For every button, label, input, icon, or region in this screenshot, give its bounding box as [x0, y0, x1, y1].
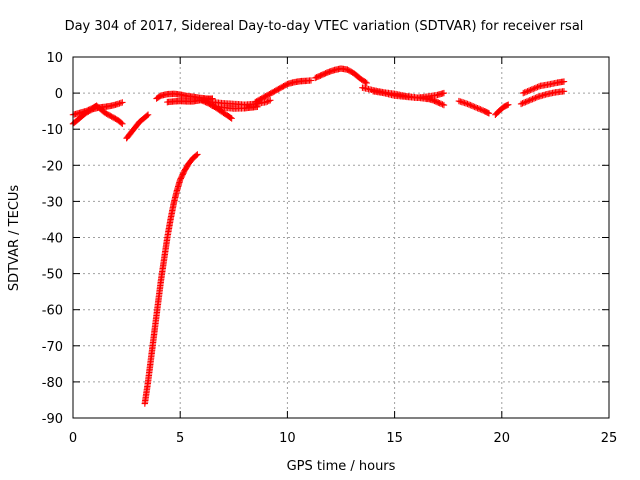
data-point	[505, 101, 512, 108]
data-point	[468, 102, 475, 109]
x-tick-label: 25	[601, 431, 618, 446]
x-axis-label: GPS time / hours	[287, 459, 396, 474]
data-point	[143, 112, 151, 119]
data-point	[560, 78, 568, 85]
series-arc-6	[198, 97, 235, 122]
data-point	[262, 98, 270, 106]
y-tick-label: -30	[42, 195, 63, 210]
chart-title: Day 304 of 2017, Sidereal Day-to-day VTE…	[65, 19, 584, 34]
data-point	[471, 103, 478, 111]
y-tick-label: -70	[42, 340, 63, 355]
series-arc-16	[520, 78, 568, 97]
data-point	[307, 77, 315, 84]
y-tick-label: -80	[42, 376, 63, 391]
data-point	[522, 98, 529, 106]
data-point	[436, 100, 443, 107]
data-point	[465, 101, 473, 108]
data-point	[532, 94, 539, 102]
data-point	[533, 94, 541, 101]
series-arc-18	[141, 151, 201, 407]
data-point	[534, 83, 541, 91]
data-point	[228, 115, 235, 122]
data-point	[470, 103, 477, 110]
data-point	[520, 89, 527, 97]
x-tick-label: 5	[176, 431, 184, 446]
y-tick-label: -40	[42, 232, 63, 247]
data-point	[464, 100, 471, 108]
x-tick-label: 20	[494, 431, 511, 446]
series-arc-14	[455, 97, 493, 117]
data-point	[529, 95, 536, 103]
data-point	[437, 100, 445, 108]
data-point	[267, 97, 274, 104]
data-point	[532, 84, 540, 91]
series-arc-13	[423, 95, 448, 109]
y-tick-label: -90	[42, 412, 63, 427]
y-tick-label: -10	[42, 123, 63, 138]
series-arc-3	[123, 111, 152, 142]
y-tick-label: -50	[42, 268, 63, 283]
data-point	[530, 95, 538, 102]
y-tick-label: -20	[42, 159, 63, 174]
data-point	[440, 89, 448, 97]
data-point	[227, 114, 234, 121]
data-point	[517, 100, 525, 108]
series-arc-15	[492, 101, 512, 118]
y-tick-label: 10	[46, 51, 63, 66]
y-axis-label: SDTVAR / TECUs	[7, 185, 22, 292]
data-point	[265, 97, 273, 105]
data-point	[439, 101, 446, 108]
data-point	[363, 79, 370, 87]
data-point	[194, 151, 201, 158]
data-point	[475, 105, 483, 112]
data-point	[440, 101, 448, 109]
data-point	[527, 86, 534, 94]
data-point	[520, 99, 528, 106]
data-point	[524, 88, 531, 95]
data-point	[531, 85, 538, 92]
data-point	[119, 99, 126, 106]
data-point	[523, 98, 531, 105]
data-point	[522, 88, 530, 96]
data-point	[477, 106, 484, 113]
data-point	[362, 78, 369, 86]
data-point	[144, 111, 152, 118]
data-point	[519, 100, 526, 107]
series-arc-10	[312, 65, 370, 87]
data-point	[560, 88, 568, 95]
data-point	[467, 101, 474, 109]
data-point	[474, 104, 481, 112]
data-point	[528, 86, 536, 93]
data-point	[435, 99, 442, 106]
data-point	[478, 106, 485, 114]
x-tick-label: 0	[69, 431, 77, 446]
axis-ticks: 0 5 10 15 20 25 10 0 -10 -20 -30 -40 -50 -60 -70 -80 -90	[42, 51, 618, 446]
data-point	[264, 98, 271, 105]
series-arc-9	[252, 77, 315, 106]
data-point	[254, 103, 261, 111]
series-arc-17	[517, 88, 568, 108]
grid-lines	[73, 57, 609, 418]
x-tick-label: 15	[386, 431, 403, 446]
data-point	[485, 110, 493, 117]
data-point	[525, 97, 532, 105]
series-arc-8	[209, 102, 261, 112]
series-arc-2	[69, 102, 126, 127]
data-point	[525, 87, 533, 94]
y-tick-label: -60	[42, 304, 63, 319]
data-point	[118, 119, 125, 127]
data-point	[472, 104, 480, 111]
data-point	[526, 97, 533, 104]
data-point	[119, 120, 126, 127]
y-tick-label: 0	[55, 87, 63, 102]
data-point	[527, 96, 535, 103]
plot-area	[69, 65, 568, 407]
data-point	[535, 83, 543, 90]
data-point	[193, 152, 200, 159]
x-tick-label: 10	[279, 431, 296, 446]
data-point	[530, 85, 537, 93]
data-point	[521, 89, 528, 96]
